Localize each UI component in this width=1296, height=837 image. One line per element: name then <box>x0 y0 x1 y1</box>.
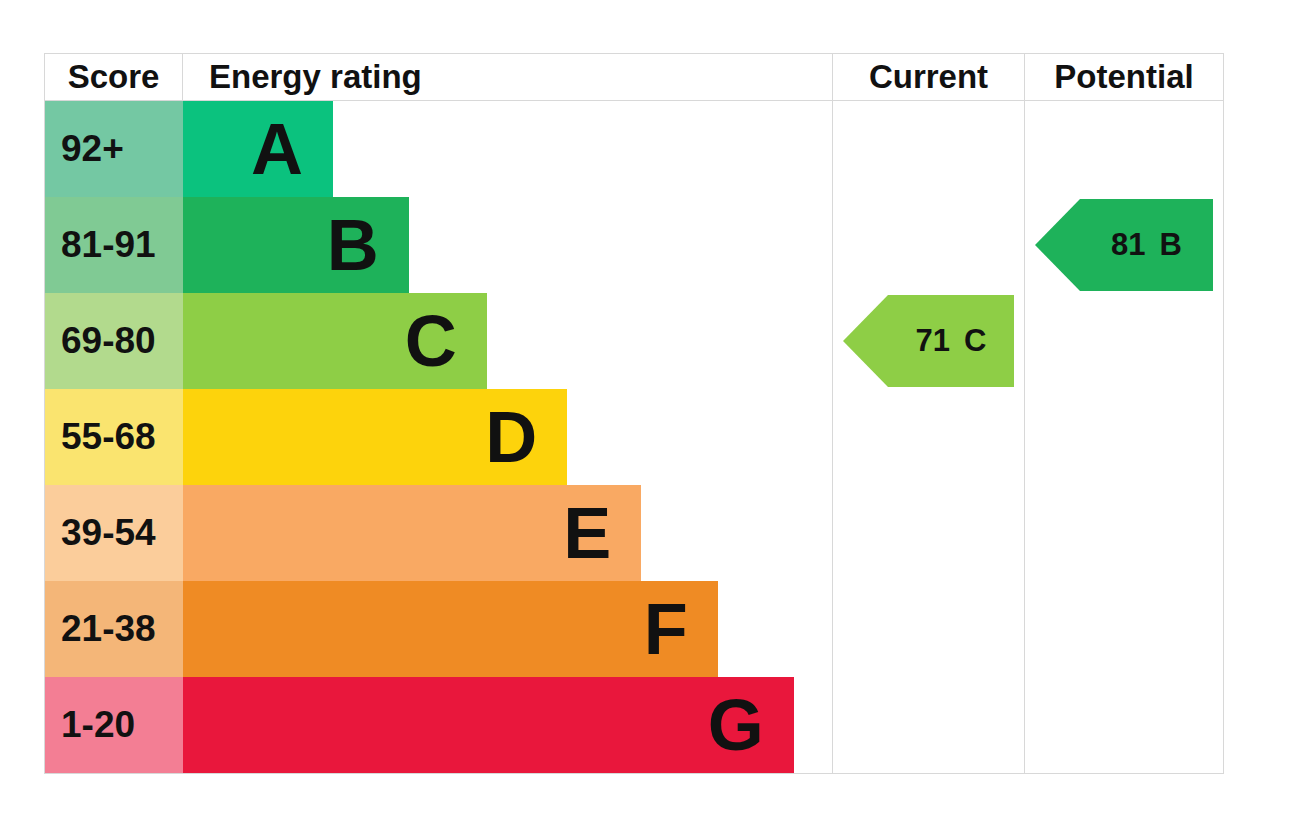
score-range-c: 69-80 <box>45 293 183 389</box>
band-row-b: 81-91 B 81 B <box>45 197 1223 293</box>
band-row-g: 1-20 G <box>45 677 1223 773</box>
current-cell-b <box>832 197 1024 293</box>
band-row-a: 92+ A <box>45 101 1223 197</box>
current-cell-e <box>832 485 1024 581</box>
potential-cell-f <box>1024 581 1223 677</box>
band-row-d: 55-68 D <box>45 389 1223 485</box>
band-letter-e: E <box>563 497 611 569</box>
epc-rating-table: Score Energy rating Current Potential 92… <box>44 53 1224 774</box>
score-range-e: 39-54 <box>45 485 183 581</box>
header-score: Score <box>45 54 183 101</box>
current-cell-c: 71 C <box>832 293 1024 389</box>
rating-track-b: B <box>183 197 832 293</box>
potential-band-letter: B <box>1160 227 1182 263</box>
rating-track-f: F <box>183 581 832 677</box>
band-letter-a: A <box>251 113 303 185</box>
header-row: Score Energy rating Current Potential <box>45 54 1223 101</box>
current-cell-f <box>832 581 1024 677</box>
rating-bar-c: C <box>183 293 487 389</box>
current-score-value: 71 <box>916 323 950 359</box>
rating-track-a: A <box>183 101 832 197</box>
band-letter-d: D <box>485 401 537 473</box>
rating-bar-g: G <box>183 677 794 773</box>
current-cell-d <box>832 389 1024 485</box>
current-band-letter: C <box>964 323 986 359</box>
band-row-f: 21-38 F <box>45 581 1223 677</box>
potential-cell-a <box>1024 101 1223 197</box>
potential-cell-d <box>1024 389 1223 485</box>
potential-cell-c <box>1024 293 1223 389</box>
header-potential: Potential <box>1024 54 1223 101</box>
potential-cell-g <box>1024 677 1223 773</box>
potential-cell-e <box>1024 485 1223 581</box>
band-letter-g: G <box>708 689 764 761</box>
header-current: Current <box>832 54 1024 101</box>
header-energy-rating: Energy rating <box>183 54 832 101</box>
rating-track-e: E <box>183 485 832 581</box>
score-range-f: 21-38 <box>45 581 183 677</box>
potential-cell-b: 81 B <box>1024 197 1223 293</box>
potential-score-value: 81 <box>1111 227 1145 263</box>
band-row-e: 39-54 E <box>45 485 1223 581</box>
band-row-c: 69-80 C 71 C <box>45 293 1223 389</box>
rating-track-g: G <box>183 677 832 773</box>
band-letter-b: B <box>327 209 379 281</box>
current-cell-a <box>832 101 1024 197</box>
rating-bar-d: D <box>183 389 567 485</box>
current-arrow: 71 C <box>843 295 1014 387</box>
rating-track-c: C <box>183 293 832 389</box>
score-range-a: 92+ <box>45 101 183 197</box>
rating-bar-e: E <box>183 485 641 581</box>
rating-bar-b: B <box>183 197 409 293</box>
band-letter-f: F <box>644 593 688 665</box>
band-letter-c: C <box>405 305 457 377</box>
rating-track-d: D <box>183 389 832 485</box>
potential-arrow: 81 B <box>1035 199 1213 291</box>
score-range-d: 55-68 <box>45 389 183 485</box>
rating-bar-f: F <box>183 581 718 677</box>
rating-bar-a: A <box>183 101 333 197</box>
current-cell-g <box>832 677 1024 773</box>
score-range-g: 1-20 <box>45 677 183 773</box>
score-range-b: 81-91 <box>45 197 183 293</box>
